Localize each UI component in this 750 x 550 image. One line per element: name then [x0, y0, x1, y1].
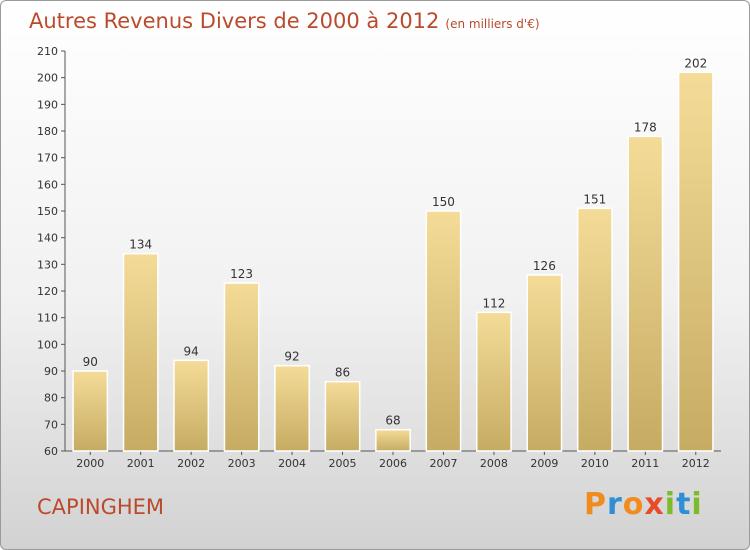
bar-2009: [526, 274, 563, 452]
y-tick-label: 200: [37, 72, 58, 85]
bar-2008: [476, 311, 512, 452]
bar-2002: [173, 359, 210, 452]
logo-letter: r: [607, 487, 623, 522]
bars: 90 134 94 123 92 86 68 150 112 126 151 178 202: [72, 56, 714, 452]
data-label-2008: 112: [482, 296, 505, 310]
x-tick-label: 2002: [177, 457, 205, 470]
x-tick-label: 2008: [480, 457, 508, 470]
data-label-2011: 178: [634, 120, 657, 134]
y-tick-label: 70: [44, 418, 58, 431]
x-tick-label: 2005: [329, 457, 357, 470]
x-tick-label: 2004: [278, 457, 306, 470]
x-tick-label: 2010: [581, 457, 609, 470]
y-tick-label: 170: [37, 152, 58, 165]
data-label-2005: 86: [335, 366, 350, 380]
logo-letter: i: [691, 487, 703, 522]
data-label-2000: 90: [83, 355, 98, 369]
bar-2007: [425, 210, 462, 452]
y-tick-label: 150: [37, 205, 58, 218]
y-tick-label: 100: [37, 338, 58, 351]
y-tick-label: 110: [37, 312, 58, 325]
x-tick-label: 2001: [127, 457, 155, 470]
x-tick-label: 2009: [530, 457, 558, 470]
data-label-2006: 68: [385, 414, 400, 428]
x-tick-label: 2011: [631, 457, 659, 470]
bar-2005: [324, 380, 361, 452]
town-name: CAPINGHEM: [37, 495, 165, 519]
data-label-2010: 151: [583, 192, 606, 206]
logo-letter: o: [622, 487, 645, 522]
bar-2011: [627, 135, 664, 452]
y-tick-label: 140: [37, 232, 58, 245]
y-tick-label: 80: [44, 392, 58, 405]
y-tick-label: 60: [44, 445, 58, 458]
bar-2012: [677, 71, 714, 452]
bar-2004: [274, 364, 310, 452]
y-tick-label: 90: [44, 365, 58, 378]
bar-2006: [375, 428, 411, 452]
data-label-2002: 94: [184, 344, 199, 358]
bar-2010: [576, 207, 613, 452]
logo-letter: x: [644, 487, 665, 522]
data-label-2009: 126: [533, 259, 556, 273]
x-tick-label: 2000: [76, 457, 104, 470]
axes: 60 70 80 90 100 110 120 130 140 150 160 170 180 190 20…: [37, 45, 721, 470]
logo-letter: P: [584, 487, 607, 522]
x-tick-label: 2003: [228, 457, 256, 470]
title-text: Autres Revenus Divers de 2000 à 2012: [29, 9, 440, 33]
bar-2000: [72, 370, 109, 452]
x-tick-label: 2012: [682, 457, 710, 470]
y-tick-label: 190: [37, 98, 58, 111]
data-label-2003: 123: [230, 267, 253, 281]
logo-letter: i: [664, 487, 677, 522]
x-tick-label: 2006: [379, 457, 407, 470]
logo-letter: t: [676, 487, 692, 522]
y-tick-label: 160: [37, 178, 58, 191]
bar-2001: [122, 252, 159, 452]
y-tick-label: 130: [37, 258, 58, 271]
title-unit: (en milliers d'€): [445, 17, 540, 31]
y-tick-label: 120: [37, 285, 58, 298]
y-tick-label: 210: [37, 45, 58, 58]
chart-title: Autres Revenus Divers de 2000 à 2012 (en …: [29, 9, 540, 33]
proxiti-logo[interactable]: Proxiti: [584, 487, 703, 522]
data-label-2004: 92: [284, 350, 299, 364]
data-label-2007: 150: [432, 195, 455, 209]
bar-2003: [223, 282, 260, 452]
data-label-2012: 202: [684, 56, 707, 70]
y-tick-label: 180: [37, 125, 58, 138]
data-label-2001: 134: [129, 238, 152, 252]
x-tick-label: 2007: [429, 457, 457, 470]
